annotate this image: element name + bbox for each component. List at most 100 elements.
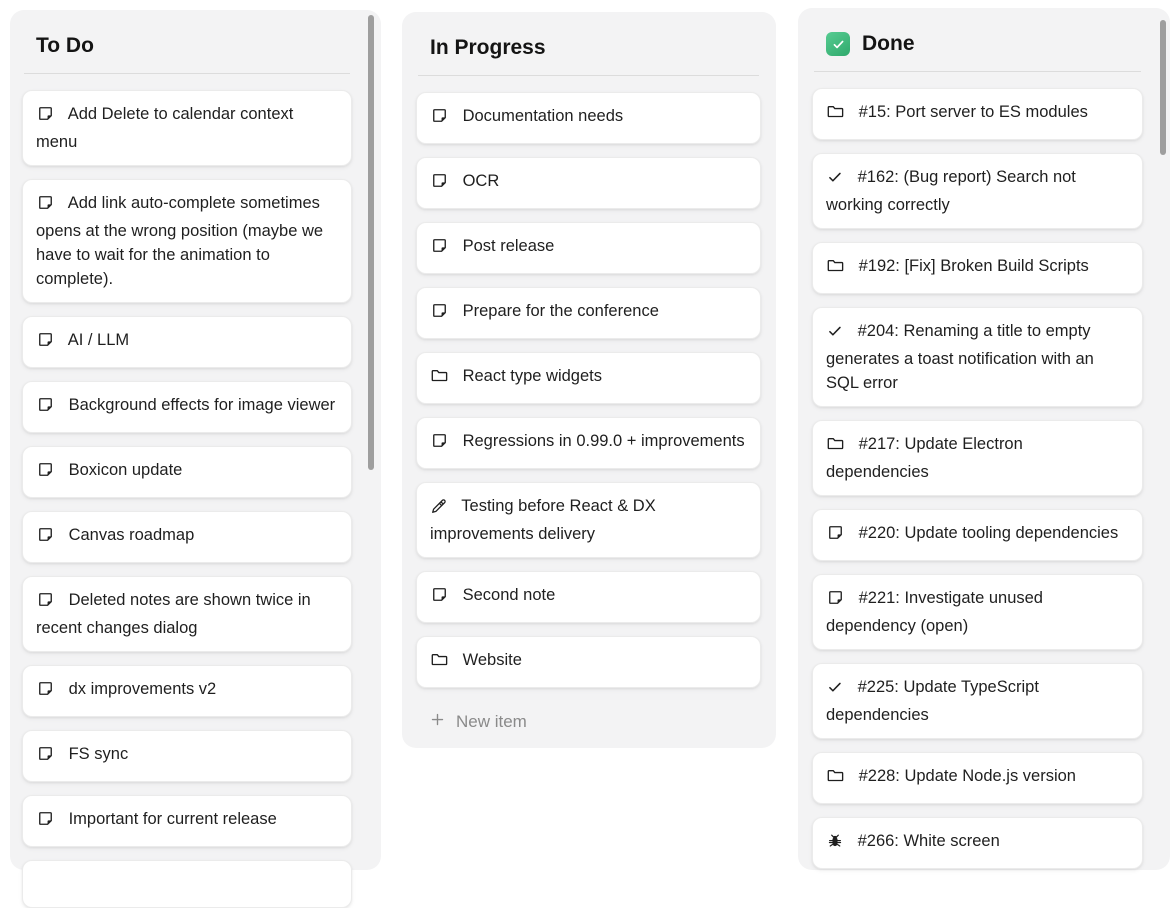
card[interactable]: Regressions in 0.99.0 + improvements bbox=[416, 417, 761, 469]
column-title: Done bbox=[826, 30, 1143, 58]
card-text: Regressions in 0.99.0 + improvements bbox=[462, 432, 745, 450]
card[interactable]: AI / LLM bbox=[22, 316, 352, 368]
card-text: #225: Update TypeScript dependencies bbox=[826, 678, 1039, 724]
card[interactable]: Prepare for the conference bbox=[416, 287, 761, 339]
card-text: Background effects for image viewer bbox=[68, 396, 336, 414]
note-icon bbox=[826, 523, 845, 549]
folder-icon bbox=[826, 256, 845, 282]
card[interactable]: Canvas roadmap bbox=[22, 511, 352, 563]
card-text: Add link auto-complete sometimes opens a… bbox=[36, 194, 324, 288]
card[interactable]: #15: Port server to ES modules bbox=[812, 88, 1143, 140]
card-text: #162: (Bug report) Search not working co… bbox=[826, 168, 1076, 214]
card-text: Boxicon update bbox=[68, 461, 183, 479]
note-icon bbox=[36, 104, 55, 130]
card[interactable]: Add Delete to calendar context menu bbox=[22, 90, 352, 166]
check-icon bbox=[826, 322, 844, 347]
note-icon bbox=[36, 460, 55, 486]
note-icon bbox=[36, 744, 55, 770]
card-text: React type widgets bbox=[462, 367, 602, 385]
note-icon bbox=[36, 525, 55, 551]
card-list: #15: Port server to ES modules #162: (Bu… bbox=[812, 88, 1143, 869]
note-icon bbox=[430, 585, 449, 611]
card[interactable]: #192: [Fix] Broken Build Scripts bbox=[812, 242, 1143, 294]
card-text: Post release bbox=[462, 237, 555, 255]
card[interactable]: Add link auto-complete sometimes opens a… bbox=[22, 179, 352, 303]
folder-icon bbox=[826, 766, 845, 792]
card[interactable]: OCR bbox=[416, 157, 761, 209]
card-text: Deleted notes are shown twice in recent … bbox=[36, 591, 311, 637]
card[interactable]: Boxicon update bbox=[22, 446, 352, 498]
card[interactable]: FS sync bbox=[22, 730, 352, 782]
card[interactable]: React type widgets bbox=[416, 352, 761, 404]
pencil-icon bbox=[430, 497, 448, 522]
card-text: #221: Investigate unused dependency (ope… bbox=[826, 589, 1043, 635]
card[interactable]: #266: White screen bbox=[812, 817, 1143, 869]
bug-icon bbox=[826, 832, 844, 857]
card[interactable]: #228: Update Node.js version bbox=[812, 752, 1143, 804]
note-icon bbox=[36, 193, 55, 219]
new-item-button[interactable]: New item bbox=[430, 708, 527, 736]
card[interactable]: Important for current release bbox=[22, 795, 352, 847]
column-done: Done #15: Port server to ES modules #162… bbox=[798, 8, 1170, 870]
card-list: Documentation needs OCR Post release Pre… bbox=[416, 92, 761, 688]
card-text: #192: [Fix] Broken Build Scripts bbox=[858, 257, 1089, 275]
card-text: Second note bbox=[462, 586, 556, 604]
card-partial[interactable] bbox=[22, 860, 352, 908]
card[interactable]: Website bbox=[416, 636, 761, 688]
note-icon bbox=[430, 171, 449, 197]
card[interactable]: #162: (Bug report) Search not working co… bbox=[812, 153, 1143, 229]
card-text: Prepare for the conference bbox=[462, 302, 659, 320]
column-title: In Progress bbox=[430, 36, 546, 59]
column-divider bbox=[418, 75, 759, 76]
card-text: FS sync bbox=[68, 745, 129, 763]
note-icon bbox=[36, 395, 55, 421]
card[interactable]: dx improvements v2 bbox=[22, 665, 352, 717]
note-icon bbox=[36, 330, 55, 356]
card-text: AI / LLM bbox=[67, 331, 130, 349]
card-text: Canvas roadmap bbox=[68, 526, 195, 544]
card[interactable]: Documentation needs bbox=[416, 92, 761, 144]
card[interactable]: #220: Update tooling dependencies bbox=[812, 509, 1143, 561]
check-icon bbox=[826, 168, 844, 193]
note-icon bbox=[36, 809, 55, 835]
note-icon bbox=[36, 679, 55, 705]
card-text: #204: Renaming a title to empty generate… bbox=[826, 322, 1094, 392]
card-text: #228: Update Node.js version bbox=[858, 767, 1076, 785]
scrollbar-thumb[interactable] bbox=[368, 15, 374, 470]
card[interactable]: Testing before React & DX improvements d… bbox=[416, 482, 761, 558]
card[interactable]: Post release bbox=[416, 222, 761, 274]
folder-icon bbox=[826, 102, 845, 128]
card-text: #15: Port server to ES modules bbox=[858, 103, 1088, 121]
card[interactable]: #217: Update Electron dependencies bbox=[812, 420, 1143, 496]
column-title: To Do bbox=[36, 34, 94, 57]
card-text: Testing before React & DX improvements d… bbox=[430, 497, 656, 543]
folder-icon bbox=[826, 434, 845, 460]
card[interactable]: #204: Renaming a title to empty generate… bbox=[812, 307, 1143, 407]
card-text: #220: Update tooling dependencies bbox=[858, 524, 1119, 542]
note-icon bbox=[36, 590, 55, 616]
card-list: Add Delete to calendar context menu Add … bbox=[22, 90, 352, 908]
folder-icon bbox=[430, 366, 449, 392]
column-todo: To Do Add Delete to calendar context men… bbox=[10, 10, 381, 908]
card[interactable]: #221: Investigate unused dependency (ope… bbox=[812, 574, 1143, 650]
folder-icon bbox=[430, 650, 449, 676]
card-text: Add Delete to calendar context menu bbox=[36, 105, 294, 151]
column-divider bbox=[24, 73, 350, 74]
card-text: Important for current release bbox=[68, 810, 277, 828]
card[interactable]: Second note bbox=[416, 571, 761, 623]
note-icon bbox=[430, 106, 449, 132]
card-text: Website bbox=[462, 651, 522, 669]
column-in-progress: In Progress Documentation needs OCR Post… bbox=[402, 12, 776, 748]
card-text: #266: White screen bbox=[857, 832, 1000, 850]
scrollbar-thumb[interactable] bbox=[1160, 20, 1166, 155]
note-icon bbox=[430, 301, 449, 327]
card[interactable]: #225: Update TypeScript dependencies bbox=[812, 663, 1143, 739]
plus-icon bbox=[430, 712, 445, 732]
note-icon bbox=[430, 431, 449, 457]
card[interactable]: Background effects for image viewer bbox=[22, 381, 352, 433]
note-icon bbox=[430, 236, 449, 262]
column-divider bbox=[814, 71, 1141, 72]
note-icon bbox=[826, 588, 845, 614]
card[interactable]: Deleted notes are shown twice in recent … bbox=[22, 576, 352, 652]
card-text: #217: Update Electron dependencies bbox=[826, 435, 1023, 481]
